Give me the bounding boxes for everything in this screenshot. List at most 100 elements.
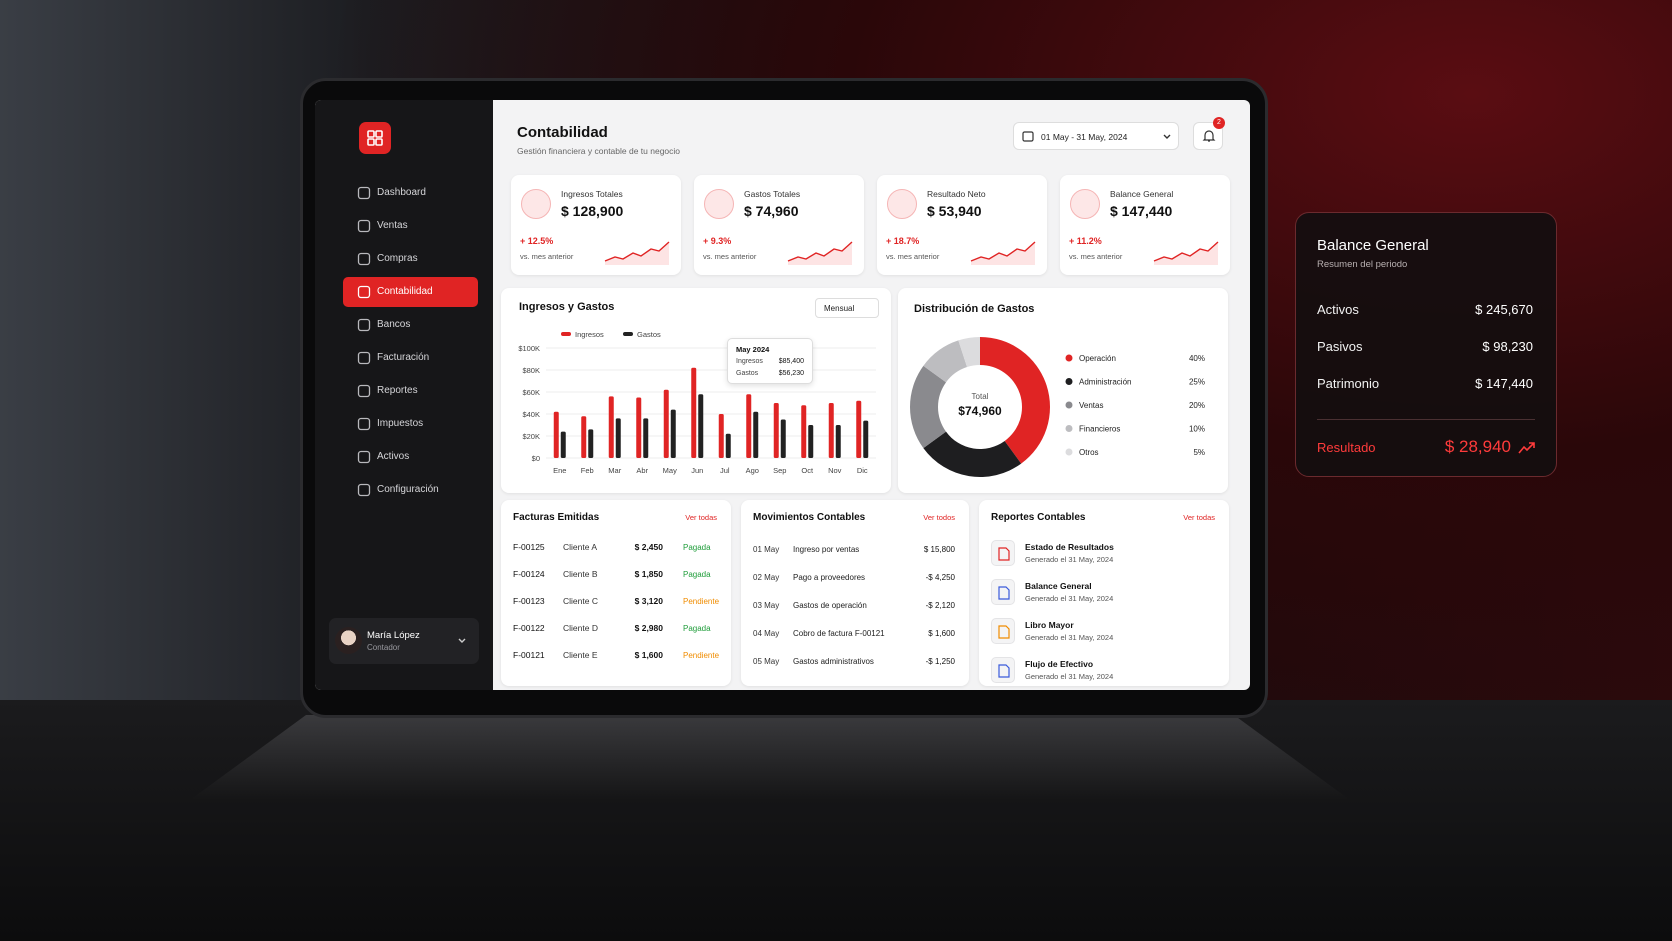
menu-item[interactable]: Facturación xyxy=(343,343,478,373)
legend-label: Ingresos xyxy=(575,330,604,339)
user-role: Contador xyxy=(367,643,400,652)
reports-card: Reportes Contables Ver todas Estado de Res… xyxy=(979,500,1229,686)
period-select[interactable]: Mensual xyxy=(815,298,879,318)
bar xyxy=(773,403,779,458)
menu-item[interactable]: Ventas xyxy=(343,211,478,241)
donut-chart: Operación 40% Administración 25% Ventas 20% Fi… xyxy=(910,337,1205,477)
invoice-status: Pendiente xyxy=(683,651,720,660)
bar xyxy=(553,411,559,458)
menu-icon-shape xyxy=(357,318,371,332)
invoice-status: Pagada xyxy=(683,624,711,633)
x-tick-label: Jun xyxy=(691,466,703,475)
file-icon xyxy=(998,664,1010,678)
date-picker[interactable]: 01 May - 31 May, 2024 xyxy=(1013,122,1179,150)
y-tick-label: $60K xyxy=(522,388,540,397)
movement-amount: -$ 4,250 xyxy=(925,573,955,582)
report-icon xyxy=(991,579,1015,605)
menu-icon-shape xyxy=(357,417,371,431)
bar xyxy=(663,389,669,458)
report-date: Generado el 31 May, 2024 xyxy=(1025,672,1114,681)
date-chevron xyxy=(1163,134,1171,139)
menu-item[interactable]: Bancos xyxy=(343,310,478,340)
x-tick-label: Feb xyxy=(581,466,594,475)
legend-dot xyxy=(1065,354,1073,362)
menu-item[interactable]: Activos xyxy=(343,442,478,472)
report-name: Balance General xyxy=(1025,581,1092,591)
menu-icon xyxy=(357,384,371,398)
invoice-amount: $ 2,450 xyxy=(634,542,663,552)
movement-amount: -$ 2,120 xyxy=(925,601,955,610)
file-shape xyxy=(998,625,1010,639)
menu-icon-shape xyxy=(357,483,371,497)
invoice-client: Cliente D xyxy=(563,623,598,633)
file-shape xyxy=(998,547,1010,561)
bar xyxy=(863,420,869,458)
kpi-note: vs. mes anterior xyxy=(886,252,940,261)
file-shape xyxy=(998,664,1010,678)
menu-item[interactable]: Contabilidad xyxy=(343,277,478,307)
menu-label: Configuración xyxy=(377,484,439,495)
invoice-amount: $ 2,980 xyxy=(634,623,663,633)
kpi-card: Gastos Totales $ 74,960 + 9.3% vs. mes ante… xyxy=(694,175,864,275)
report-icon xyxy=(991,618,1015,644)
result-value: $ 28,940 xyxy=(1444,437,1511,456)
bar xyxy=(856,400,862,458)
sparkline-line xyxy=(604,241,670,262)
bar xyxy=(615,418,621,458)
bar xyxy=(691,367,697,458)
movement-amount: $ 15,800 xyxy=(923,545,955,554)
tooltip-value: $85,400 xyxy=(778,358,804,365)
report-name: Libro Mayor xyxy=(1025,620,1074,630)
legend-label: Operación xyxy=(1079,354,1116,363)
menu-label: Contabilidad xyxy=(377,286,433,297)
menu-icon xyxy=(357,318,371,332)
kpi-card: Resultado Neto $ 53,940 + 18.7% vs. mes ant… xyxy=(877,175,1047,275)
invoice-number: F-00123 xyxy=(513,596,545,606)
invoice-client: Cliente B xyxy=(563,569,598,579)
kpi-value: $ 74,960 xyxy=(744,203,799,219)
view-all-link[interactable]: Ver todos xyxy=(923,513,955,522)
sparkline xyxy=(1153,241,1219,265)
report-name: Estado de Resultados xyxy=(1025,542,1114,552)
menu-item[interactable]: Reportes xyxy=(343,376,478,406)
movement-date: 03 May xyxy=(753,601,780,610)
menu-item[interactable]: Compras xyxy=(343,244,478,274)
bell-icon xyxy=(1202,130,1216,142)
menu-item[interactable]: Configuración xyxy=(343,475,478,505)
menu-label: Facturación xyxy=(377,352,430,363)
sidebar: Dashboard Ventas Compras Contabilidad Bancos… xyxy=(315,100,493,690)
menu-item[interactable]: Dashboard xyxy=(343,178,478,208)
menu-label: Activos xyxy=(377,451,410,462)
report-name: Flujo de Efectivo xyxy=(1025,659,1094,669)
bar xyxy=(588,429,594,458)
menu-item[interactable]: Impuestos xyxy=(343,409,478,439)
y-tick-label: $100K xyxy=(518,344,540,353)
report-date: Generado el 31 May, 2024 xyxy=(1025,594,1114,603)
movements-card: Movimientos Contables Ver todos 01 May Ingr… xyxy=(741,500,969,686)
laptop-base xyxy=(190,715,1350,800)
x-tick-label: Oct xyxy=(801,466,814,475)
bar-chart-card: Ingresos y Gastos Mensual Ingresos Gastos $0… xyxy=(501,288,891,493)
movement-amount: -$ 1,250 xyxy=(925,657,955,666)
bar xyxy=(725,433,731,458)
user-card[interactable]: María López Contador xyxy=(329,618,479,664)
kpi-change: + 11.2% xyxy=(1069,236,1102,246)
invoice-amount: $ 1,850 xyxy=(634,569,663,579)
balance-label: Patrimonio xyxy=(1317,376,1380,391)
kpi-label: Ingresos Totales xyxy=(561,189,623,199)
legend-swatch xyxy=(623,332,633,336)
view-all-link[interactable]: Ver todas xyxy=(1183,513,1215,522)
balance-value: $ 98,230 xyxy=(1482,339,1533,354)
notifications[interactable]: 2 xyxy=(1193,117,1225,150)
sparkline xyxy=(787,241,853,265)
kpi-icon xyxy=(1070,189,1100,219)
view-all-link[interactable]: Ver todas xyxy=(685,513,717,522)
bar xyxy=(608,396,614,458)
movement-concept: Pago a proveedores xyxy=(793,573,866,582)
tooltip-key: Ingresos xyxy=(736,358,763,365)
balance-value: $ 147,440 xyxy=(1475,376,1533,391)
report-date: Generado el 31 May, 2024 xyxy=(1025,633,1114,642)
invoice-number: F-00125 xyxy=(513,542,545,552)
period-label: Mensual xyxy=(824,304,855,313)
sparkline-line xyxy=(787,241,853,262)
